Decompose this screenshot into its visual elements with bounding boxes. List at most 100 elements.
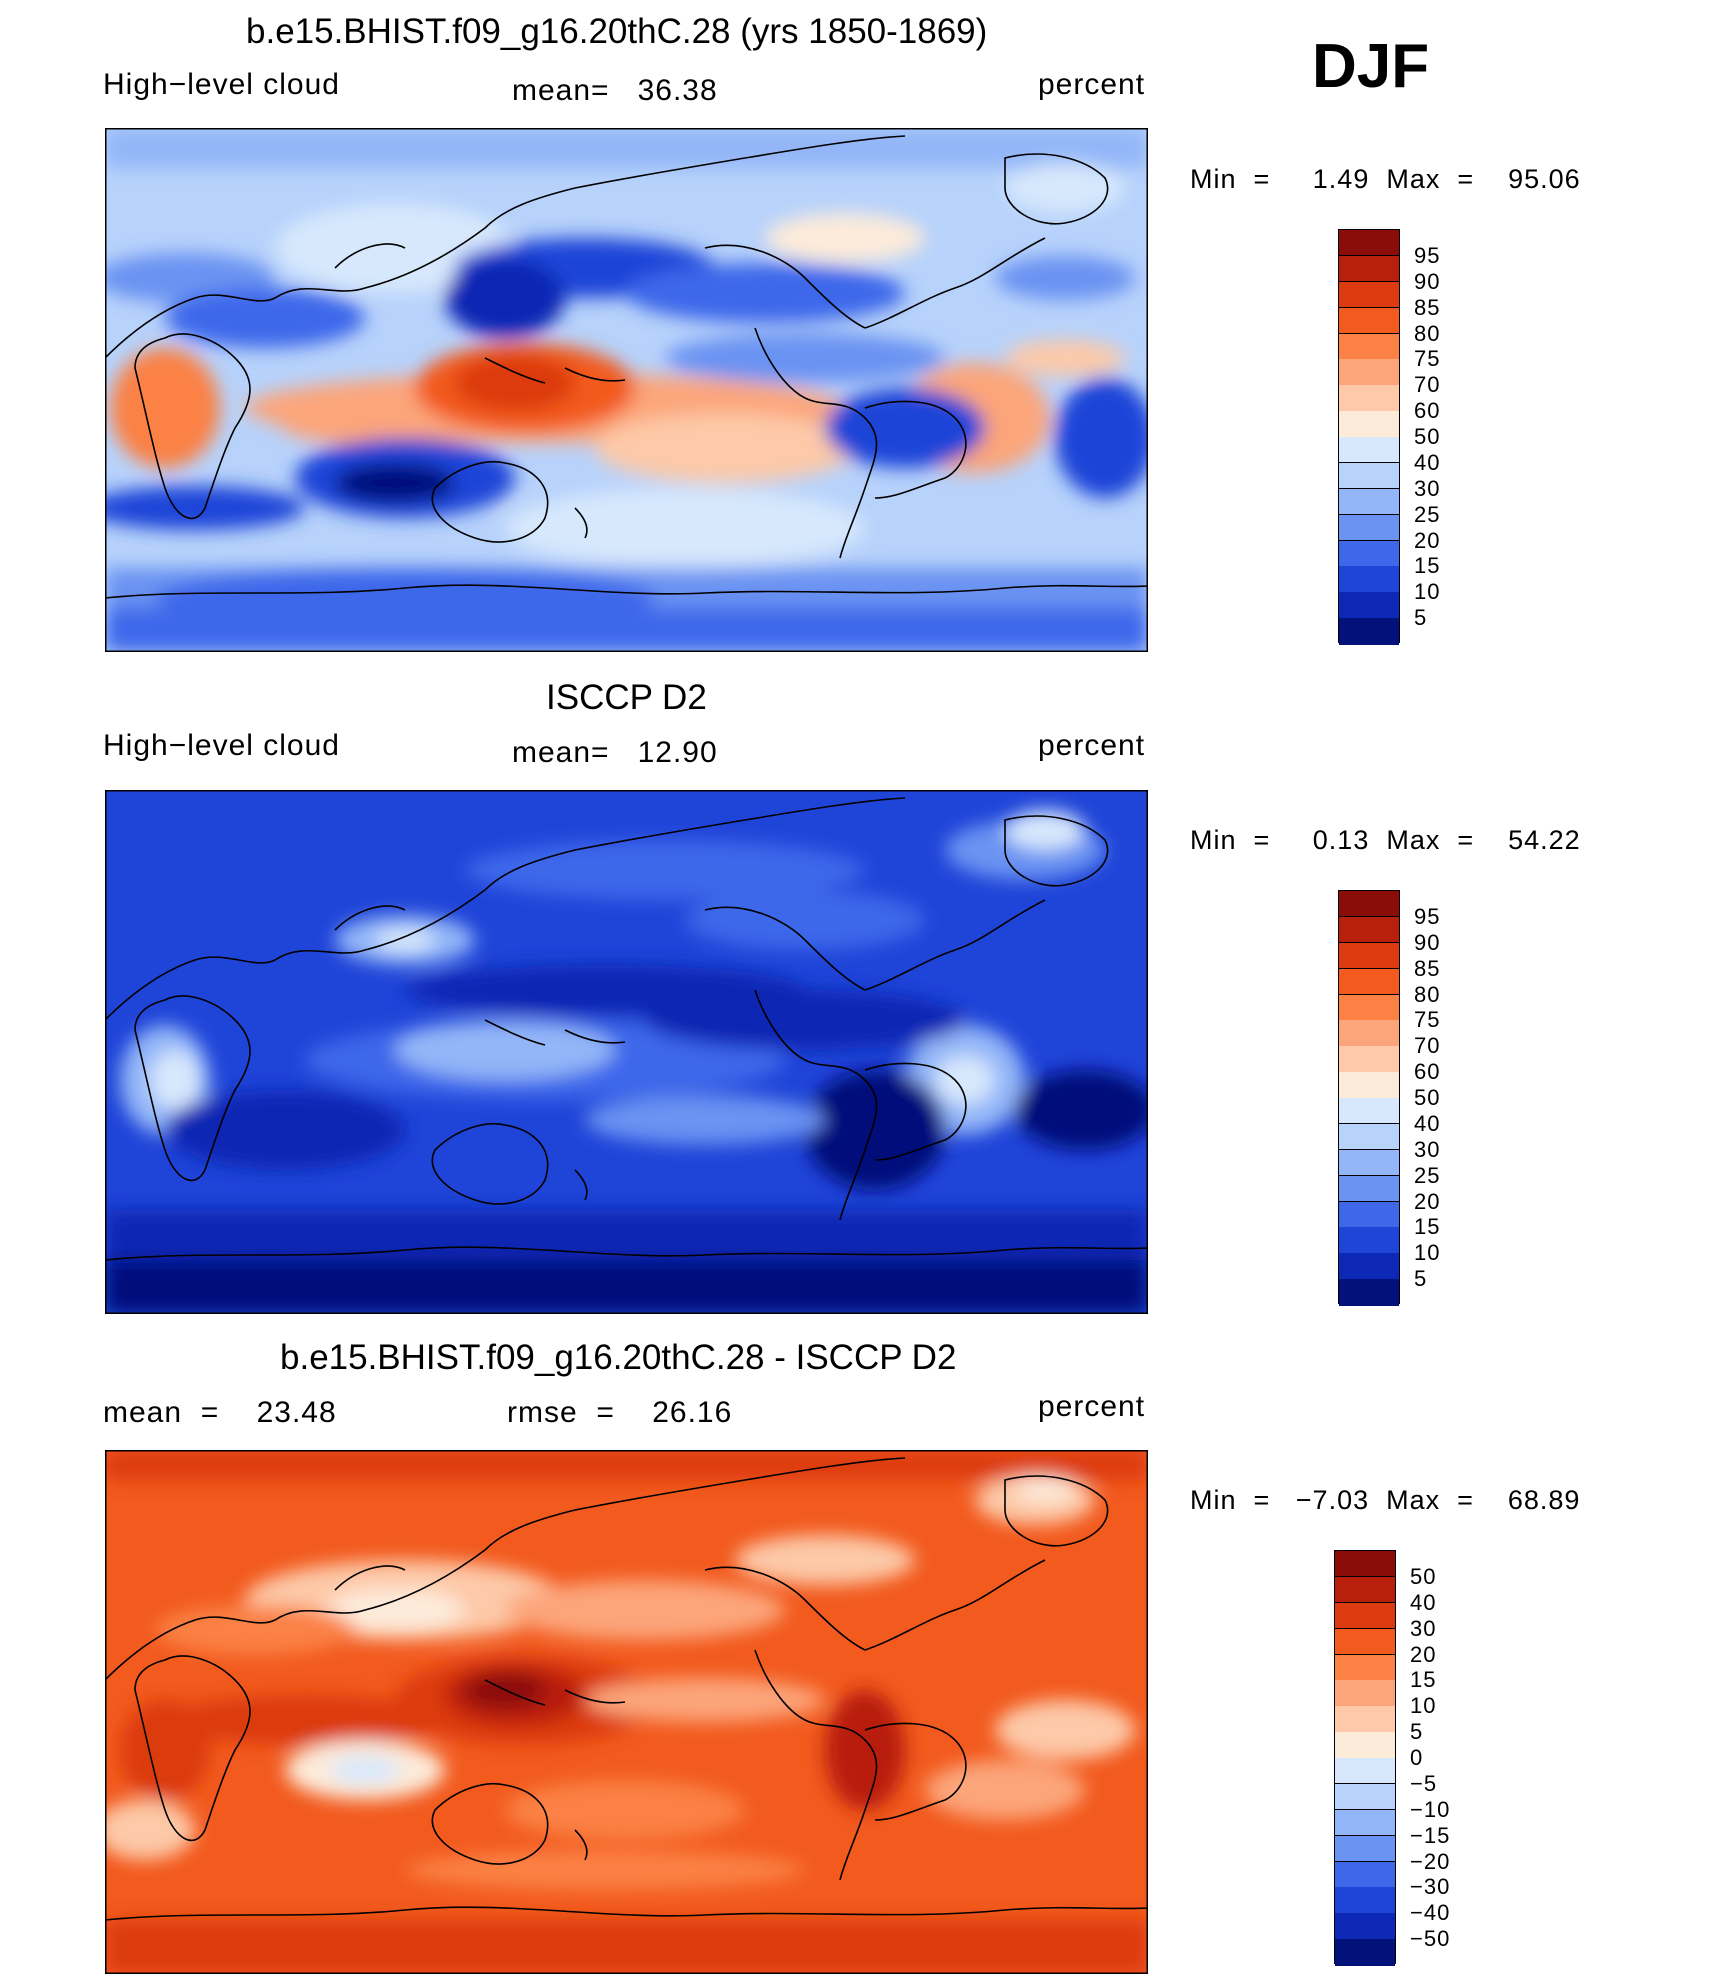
panel-1-units-label: percent	[1038, 68, 1146, 101]
colorbar-swatch	[1339, 1046, 1399, 1073]
panel-1-map	[105, 128, 1148, 652]
colorbar-level-label: 25	[1414, 501, 1441, 527]
colorbar-level-label: 80	[1414, 981, 1441, 1007]
colorbar-swatch	[1339, 1020, 1399, 1047]
colorbar-level-label: 25	[1414, 1162, 1441, 1188]
panel-2-minmax: Min = 0.13 Max = 54.22	[1190, 825, 1581, 855]
colorbar-swatch	[1339, 462, 1399, 490]
panel-3-map	[105, 1450, 1148, 1974]
panel-1-title: b.e15.BHIST.f09_g16.20thC.28 (yrs 1850-1…	[246, 12, 988, 51]
colorbar-swatch	[1339, 942, 1399, 970]
colorbar-level-label: 20	[1414, 1188, 1441, 1214]
colorbar-level-label: 85	[1414, 294, 1441, 320]
colorbar-level-label: 50	[1410, 1563, 1437, 1589]
colorbar-swatch	[1335, 1576, 1395, 1604]
colorbar-swatch	[1339, 411, 1399, 438]
colorbar-swatch	[1339, 255, 1399, 283]
colorbar-level-label: −40	[1410, 1900, 1451, 1926]
panel-2-title: ISCCP D2	[546, 678, 707, 717]
panel-3-minmax: Min = −7.03 Max = 68.89	[1190, 1485, 1581, 1515]
colorbar-swatch	[1339, 514, 1399, 541]
colorbar-level-label: 60	[1414, 398, 1441, 424]
colorbar-swatch	[1339, 333, 1399, 360]
colorbar-swatch	[1335, 1680, 1395, 1707]
colorbar-level-label: 85	[1414, 955, 1441, 981]
colorbar-swatch	[1339, 230, 1399, 257]
panel-3-title: b.e15.BHIST.f09_g16.20thC.28 - ISCCP D2	[280, 1338, 957, 1377]
colorbar-swatch	[1339, 281, 1399, 309]
colorbar-level-label: 10	[1414, 579, 1441, 605]
colorbar-swatch	[1339, 488, 1399, 516]
colorbar-level-label: 40	[1410, 1589, 1437, 1615]
colorbar-swatch	[1335, 1887, 1395, 1914]
colorbar-level-label: 50	[1414, 424, 1441, 449]
colorbar-level-label: 60	[1414, 1059, 1441, 1085]
colorbar-swatch	[1335, 1783, 1395, 1811]
colorbar-swatch	[1339, 1201, 1399, 1228]
colorbar-swatch	[1335, 1758, 1395, 1785]
colorbar-swatch	[1339, 1098, 1399, 1125]
colorbar-level-label: 70	[1414, 372, 1441, 398]
colorbar-swatch	[1339, 540, 1399, 567]
colorbar-swatch	[1335, 1602, 1395, 1630]
colorbar-level-label: 95	[1414, 903, 1441, 929]
colorbar-swatch	[1339, 618, 1399, 645]
panel-2-variable-label: High−level cloud	[103, 729, 340, 762]
colorbar-swatch	[1339, 1072, 1399, 1099]
colorbar-level-label: 0	[1410, 1745, 1424, 1770]
panel-1-variable-label: High−level cloud	[103, 68, 340, 101]
colorbar-level-label: 50	[1414, 1085, 1441, 1110]
colorbar-level-label: 70	[1414, 1033, 1441, 1059]
colorbar-level-label: 90	[1414, 268, 1441, 294]
colorbar-level-label: 20	[1414, 527, 1441, 553]
colorbar-level-label: 80	[1414, 320, 1441, 346]
colorbar-level-label: −30	[1410, 1874, 1451, 1900]
colorbar-swatch	[1339, 891, 1399, 918]
colorbar-level-label: 30	[1414, 1136, 1441, 1162]
colorbar-level-label: 30	[1410, 1615, 1437, 1641]
panel-3-mean-label: mean = 23.48	[103, 1396, 337, 1429]
colorbar-swatch	[1335, 1628, 1395, 1655]
colorbar-level-label: 90	[1414, 929, 1441, 955]
colorbar-level-label: 5	[1414, 1266, 1428, 1292]
colorbar-swatch	[1339, 1227, 1399, 1254]
colorbar-level-label: −50	[1410, 1926, 1451, 1952]
panel-3-rmse-label: rmse = 26.16	[507, 1396, 733, 1429]
colorbar-level-label: 40	[1414, 1110, 1441, 1136]
colorbar-swatch	[1339, 385, 1399, 412]
colorbar-swatch	[1339, 1175, 1399, 1202]
colorbar-level-label: 10	[1410, 1693, 1437, 1719]
colorbar-swatch	[1335, 1939, 1395, 1966]
colorbar-level-label: 15	[1414, 1214, 1441, 1240]
colorbar-level-label: 15	[1410, 1667, 1437, 1693]
colorbar-level-label: 75	[1414, 346, 1441, 372]
colorbar-swatch	[1339, 994, 1399, 1021]
colorbar-swatch	[1335, 1913, 1395, 1940]
colorbar-level-label: 30	[1414, 475, 1441, 501]
colorbar-swatch	[1335, 1706, 1395, 1733]
panel-1-minmax: Min = 1.49 Max = 95.06	[1190, 164, 1581, 194]
colorbar-swatch	[1339, 1279, 1399, 1306]
colorbar-swatch	[1339, 592, 1399, 619]
colorbar-level-label: 5	[1414, 605, 1428, 631]
colorbar-swatch	[1335, 1551, 1395, 1578]
colorbar-level-label: −5	[1410, 1770, 1438, 1796]
colorbar-swatch	[1339, 916, 1399, 944]
colorbar-swatch	[1339, 437, 1399, 464]
colorbar-swatch	[1339, 307, 1399, 334]
colorbar-level-label: −20	[1410, 1848, 1451, 1874]
colorbar-level-label: 15	[1414, 553, 1441, 579]
colorbar-swatch	[1335, 1654, 1395, 1681]
panel-2-mean-label: mean= 12.90	[512, 736, 718, 769]
colorbar-level-label: 10	[1414, 1240, 1441, 1266]
colorbar-swatch	[1339, 968, 1399, 995]
colorbar-level-label: −10	[1410, 1796, 1451, 1822]
colorbar-level-label: 75	[1414, 1007, 1441, 1033]
colorbar-swatch	[1339, 1149, 1399, 1177]
colorbar-swatch	[1335, 1835, 1395, 1862]
colorbar-level-label: 40	[1414, 449, 1441, 475]
colorbar-level-label: 20	[1410, 1641, 1437, 1667]
colorbar-swatch	[1339, 359, 1399, 386]
colorbar-swatch	[1339, 1253, 1399, 1280]
colorbar-swatch	[1335, 1732, 1395, 1759]
